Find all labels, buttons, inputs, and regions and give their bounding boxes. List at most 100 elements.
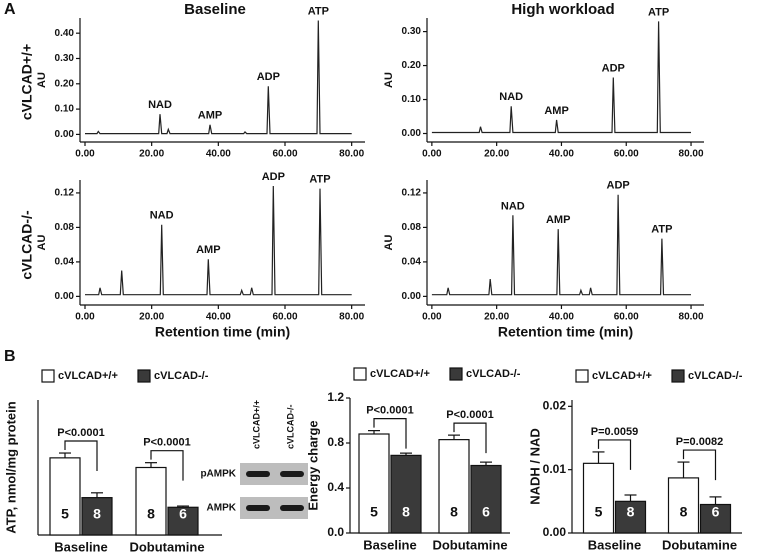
y-axis-label: AU [383, 235, 395, 251]
n-label: 6 [712, 504, 720, 520]
y-axis-label: AU [383, 72, 395, 88]
x-tick-label: 40.00 [206, 149, 231, 160]
p-value: P<0.0001 [366, 405, 413, 417]
n-label: 5 [370, 504, 378, 520]
y-tick-label: 0.08 [55, 222, 75, 233]
legend-label: cVLCAD-/- [154, 370, 209, 382]
x-tick-label: Dobutamine [432, 537, 507, 552]
significance-bracket [453, 422, 487, 454]
x-tick-label: 80.00 [679, 312, 704, 323]
y-axis-label: AU [36, 72, 48, 88]
y-tick-label: 0.04 [55, 257, 75, 268]
peak-label: NAD [499, 91, 523, 103]
significance-bracket [597, 439, 632, 470]
legend-swatch [137, 369, 151, 383]
x-tick-label: 40.00 [206, 312, 231, 323]
x-tick-label: Dobutamine [662, 537, 737, 552]
x-tick-label: 0.00 [422, 312, 442, 323]
bar [358, 433, 390, 534]
bar [582, 462, 615, 534]
row-label: cVLCAD-/- [19, 210, 35, 280]
p-value: P<0.0001 [446, 409, 493, 421]
p-value: P=0.0082 [676, 436, 723, 448]
n-label: 5 [61, 506, 69, 522]
x-tick-label: 0.00 [75, 312, 95, 323]
x-tick-label: Baseline [588, 537, 641, 552]
y-tick-label: 0.20 [402, 60, 422, 71]
y-tick-label: 0.02 [543, 399, 567, 413]
x-tick-label: 80.00 [339, 149, 364, 160]
chromatogram-line [431, 21, 691, 134]
x-tick-label: Baseline [54, 539, 107, 554]
bar [470, 464, 502, 534]
x-tick-label: 60.00 [614, 149, 639, 160]
p-value: P=0.0059 [591, 426, 638, 438]
bar [699, 503, 732, 534]
peak-label: NAD [501, 200, 525, 212]
x-tick-label: 40.00 [549, 312, 574, 323]
x-tick-label: 20.00 [139, 149, 164, 160]
peak-label: AMP [198, 110, 222, 122]
panel-label: A [4, 1, 16, 18]
n-label: 8 [680, 504, 688, 520]
y-tick-label: 0.00 [402, 291, 422, 302]
n-label: 8 [627, 504, 635, 520]
legend-swatch [353, 367, 367, 381]
y-axis-label: ATP, nmol/mg protein [3, 401, 18, 533]
x-tick-label: Baseline [363, 537, 416, 552]
panel-label: B [4, 348, 16, 365]
legend-swatch [671, 369, 685, 383]
peak-label: ADP [257, 71, 280, 83]
y-tick-label: 0.10 [55, 104, 75, 115]
blot-row-label: AMPK [207, 503, 237, 514]
blot-band [246, 471, 270, 477]
y-axis-label: Energy charge [305, 420, 320, 510]
peak-label: ATP [651, 224, 672, 236]
n-label: 6 [179, 506, 187, 522]
p-value: P<0.0001 [57, 427, 104, 439]
blot-strip [240, 497, 308, 519]
x-tick-label: 60.00 [272, 312, 297, 323]
peak-label: ATP [648, 6, 669, 18]
y-tick-label: 1.2 [327, 390, 344, 404]
n-label: 8 [93, 506, 101, 522]
p-value: P<0.0001 [143, 437, 190, 449]
x-tick-label: 0.00 [75, 149, 95, 160]
legend-label: cVLCAD-/- [688, 370, 743, 382]
n-label: 8 [402, 504, 410, 520]
chromatogram-line [85, 185, 352, 296]
peak-label: ATP [308, 5, 329, 17]
x-tick-label: 40.00 [549, 149, 574, 160]
x-tick-label: 20.00 [484, 312, 509, 323]
x-tick-label: 60.00 [614, 312, 639, 323]
x-tick-label: 60.00 [272, 149, 297, 160]
n-label: 6 [482, 504, 490, 520]
legend-label: cVLCAD+/+ [592, 370, 652, 382]
legend-label: cVLCAD+/+ [370, 368, 430, 380]
x-tick-label: 0.00 [422, 149, 442, 160]
legend-label: cVLCAD-/- [466, 368, 521, 380]
y-tick-label: 0.04 [402, 257, 422, 268]
column-title: High workload [511, 1, 614, 18]
significance-bracket [682, 449, 717, 481]
x-tick-label: 20.00 [484, 149, 509, 160]
bar [390, 454, 422, 534]
bar [49, 457, 81, 536]
y-tick-label: 0.01 [543, 462, 567, 476]
peak-label: AMP [546, 214, 570, 226]
row-label: cVLCAD+/+ [19, 44, 35, 120]
blot-strip [240, 463, 308, 485]
y-tick-label: 0.4 [327, 480, 344, 494]
x-axis-label: Retention time (min) [155, 324, 290, 340]
y-tick-label: 0.12 [55, 188, 75, 199]
x-tick-label: 80.00 [339, 312, 364, 323]
y-axis-label: NADH / NAD [527, 428, 542, 505]
column-title: Baseline [184, 1, 246, 18]
peak-label: NAD [150, 210, 174, 222]
bar [438, 439, 470, 534]
y-tick-label: 0.30 [402, 26, 422, 37]
significance-bracket [373, 418, 407, 449]
legend-swatch [449, 367, 463, 381]
blot-lane-label: cVLCAD+/+ [251, 400, 261, 449]
